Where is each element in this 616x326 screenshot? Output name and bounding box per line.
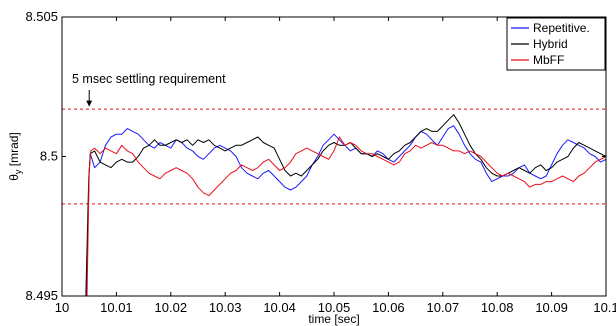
legend-label-repetitive: Repetitive. (533, 21, 590, 35)
annotation-text: 5 msec settling requirement (72, 72, 226, 86)
y-axis-title-subscript: y (13, 169, 23, 174)
x-tick-label: 10 (55, 300, 69, 315)
series-line-repetitive (86, 125, 606, 296)
legend-label-hybrid: Hybrid (533, 37, 568, 51)
x-tick-label: 10.09 (535, 300, 568, 315)
x-axis-ticks: 10 10.01 10.02 10.03 10.04 10.05 10.06 10.07 10.… (55, 17, 616, 315)
settling-annotation: 5 msec settling requirement (72, 72, 226, 107)
y-axis-title-unit: [mrad] (7, 132, 21, 169)
legend: Repetitive. Hybrid MbFF (506, 17, 606, 71)
y-axis-title: θy [mrad] (7, 132, 23, 181)
x-tick-label: 10.06 (372, 300, 405, 315)
y-axis-ticks: 8.495 8.5 8.505 (25, 9, 606, 303)
x-tick-label: 10.05 (318, 300, 351, 315)
reference-lines (62, 108, 606, 205)
annotation-arrow-head (86, 100, 93, 107)
x-tick-label: 10.07 (427, 300, 460, 315)
x-tick-label: 10.04 (263, 300, 296, 315)
series-line-hybrid (85, 114, 606, 296)
x-tick-label: 10.1 (593, 300, 616, 315)
series-group (85, 114, 606, 296)
x-axis-title: time [sec] (308, 312, 359, 326)
x-tick-label: 10.01 (100, 300, 133, 315)
y-tick-label: 8.5 (40, 149, 58, 164)
x-tick-label: 10.03 (209, 300, 242, 315)
series-line-mbff (86, 136, 606, 296)
y-tick-label: 8.505 (25, 9, 58, 24)
x-tick-label: 10.08 (481, 300, 514, 315)
y-tick-label: 8.495 (25, 288, 58, 303)
x-tick-label: 10.02 (155, 300, 188, 315)
y-axis-title-symbol: θ (7, 174, 21, 181)
legend-label-mbff: MbFF (533, 53, 564, 67)
